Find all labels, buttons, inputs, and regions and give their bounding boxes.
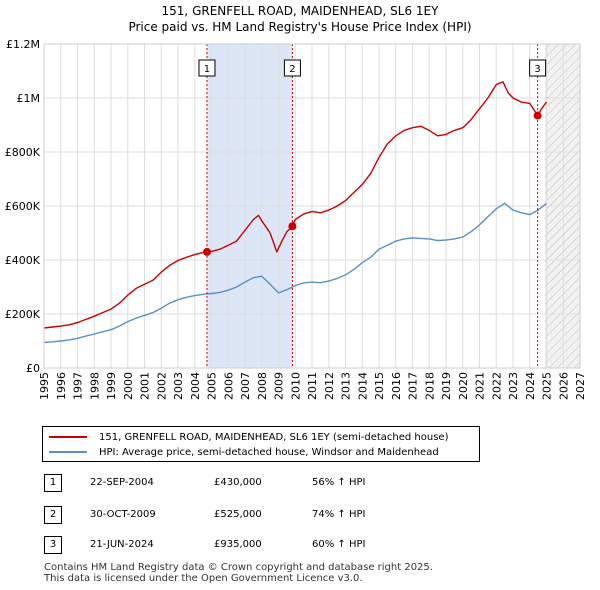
x-tick-label: 2008 [256, 372, 269, 400]
x-tick-label: 1996 [55, 372, 68, 400]
transaction-row: 1 22-SEP-2004 £430,000 56% ↑ HPI [44, 474, 444, 492]
x-tick-label: 1999 [105, 372, 118, 400]
legend-label-hpi: HPI: Average price, semi-detached house,… [99, 446, 439, 458]
y-tick-label: £800K [5, 146, 41, 159]
x-tick-label: 2011 [306, 372, 319, 400]
x-tick-label: 2017 [407, 372, 420, 400]
transaction-date: 22-SEP-2004 [90, 477, 154, 488]
legend-label-property: 151, GRENFELL ROAD, MAIDENHEAD, SL6 1EY … [99, 431, 449, 443]
x-tick-label: 2012 [323, 372, 336, 400]
x-tick-label: 2023 [507, 372, 520, 400]
sale-point [202, 247, 211, 256]
x-tick-label: 2016 [390, 372, 403, 400]
x-tick-label: 2002 [155, 372, 168, 400]
y-tick-label: £0 [26, 362, 40, 375]
x-tick-label: 2006 [222, 372, 235, 400]
y-tick-label: £400K [5, 254, 41, 267]
y-tick-label: £200K [5, 308, 41, 321]
sale-label: 3 [534, 64, 540, 75]
sale-label-box [283, 59, 301, 77]
x-tick-label: 2022 [490, 372, 503, 400]
x-tick-label: 2021 [474, 372, 487, 400]
transaction-hpi-change: 56% ↑ HPI [312, 477, 366, 488]
y-tick-label: £1M [17, 92, 41, 105]
series-line-hpi [43, 202, 547, 344]
transaction-price: £935,000 [214, 539, 262, 550]
x-tick-label: 2005 [206, 372, 219, 400]
x-tick-label: 2013 [340, 372, 353, 400]
chart-subtitle: Price paid vs. HM Land Registry's House … [128, 20, 472, 34]
x-tick-label: 2014 [356, 372, 369, 400]
sale-label: 1 [204, 64, 210, 75]
chart-title: 151, GRENFELL ROAD, MAIDENHEAD, SL6 1EY [161, 4, 439, 18]
x-tick-label: 1995 [38, 372, 51, 400]
legend-item-property: 151, GRENFELL ROAD, MAIDENHEAD, SL6 1EY … [49, 430, 448, 444]
x-tick-label: 2007 [239, 372, 252, 400]
footer-notice: Contains HM Land Registry data © Crown c… [44, 562, 433, 584]
transaction-date: 21-JUN-2024 [90, 539, 154, 550]
sale-point [533, 111, 542, 120]
x-tick-label: 2025 [541, 372, 554, 400]
x-tick-label: 2003 [172, 372, 185, 400]
chart-legend: 151, GRENFELL ROAD, MAIDENHEAD, SL6 1EY … [42, 426, 480, 462]
x-tick-label: 2018 [423, 372, 436, 400]
x-tick-label: 1998 [88, 372, 101, 400]
y-tick-label: £1.2M [6, 38, 40, 51]
transaction-number: 3 [44, 536, 62, 554]
footer-line-1: Contains HM Land Registry data © Crown c… [44, 562, 433, 573]
x-tick-label: 1997 [72, 372, 85, 400]
x-tick-label: 2010 [289, 372, 302, 400]
transaction-hpi-change: 74% ↑ HPI [312, 509, 366, 520]
sale-point [288, 222, 297, 231]
transaction-price: £525,000 [214, 509, 262, 520]
sale-label-box [198, 59, 216, 77]
sale-label-box [529, 59, 547, 77]
y-tick-label: £600K [5, 200, 41, 213]
x-tick-label: 2001 [139, 372, 152, 400]
x-tick-label: 2004 [189, 372, 202, 400]
x-tick-label: 2009 [273, 372, 286, 400]
legend-item-hpi: HPI: Average price, semi-detached house,… [49, 445, 439, 459]
transaction-price: £430,000 [214, 477, 262, 488]
x-tick-label: 2000 [122, 372, 135, 400]
transaction-row: 3 21-JUN-2024 £935,000 60% ↑ HPI [44, 536, 444, 554]
x-tick-label: 2026 [557, 372, 570, 400]
x-tick-label: 2024 [524, 372, 537, 400]
x-tick-label: 2019 [440, 372, 453, 400]
x-tick-label: 2015 [373, 372, 386, 400]
transaction-date: 30-OCT-2009 [90, 509, 156, 520]
price-chart: 1 2 3 £0 £200K £400K £600K £800K £1M £1.2M 1995 19… [5, 38, 587, 400]
transaction-number: 2 [44, 506, 62, 524]
legend-swatch-hpi [49, 451, 87, 453]
plot-frame [43, 43, 581, 369]
transaction-number: 1 [44, 474, 62, 492]
transaction-row: 2 30-OCT-2009 £525,000 74% ↑ HPI [44, 506, 444, 524]
sale-label: 2 [289, 64, 295, 75]
transaction-hpi-change: 60% ↑ HPI [312, 539, 366, 550]
footer-line-2: This data is licensed under the Open Gov… [44, 573, 363, 584]
legend-swatch-property [49, 436, 87, 438]
x-tick-label: 2020 [457, 372, 470, 400]
x-tick-label: 2027 [574, 372, 587, 400]
